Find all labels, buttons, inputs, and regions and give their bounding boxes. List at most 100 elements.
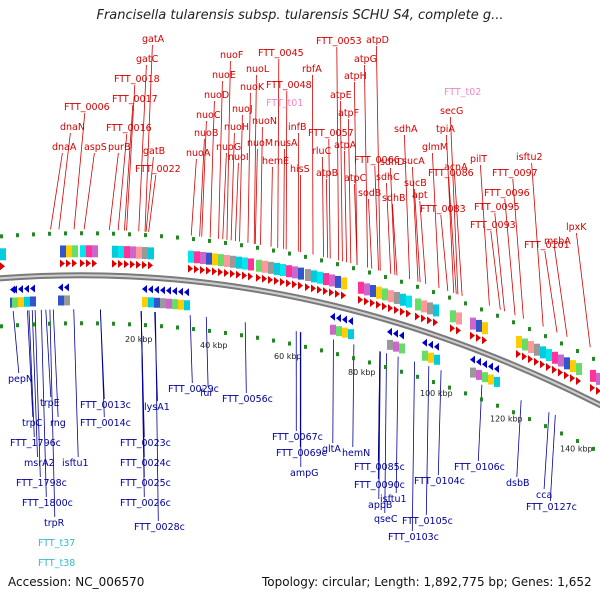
forward-feature-block xyxy=(194,251,200,264)
forward-label-leader xyxy=(218,80,223,239)
forward-gene-label: secG xyxy=(440,106,463,117)
reverse-feature-block xyxy=(160,298,166,309)
reverse-gene-label: rng xyxy=(50,418,66,429)
forward-label-leader xyxy=(322,156,324,257)
reverse-label-leader xyxy=(352,344,355,448)
forward-rna-label: FTT_t02 xyxy=(444,87,481,98)
reverse-gene-label: hemN xyxy=(342,448,370,459)
reverse-gene-label: appB xyxy=(368,500,392,511)
forward-label-leader xyxy=(531,162,544,327)
forward-label-leader xyxy=(336,46,340,261)
outer-tick-dot xyxy=(192,237,195,242)
forward-label-leader xyxy=(50,152,63,230)
reverse-gene-arrow xyxy=(24,284,29,293)
forward-label-leader xyxy=(412,166,419,282)
forward-gene-label: dnaA xyxy=(52,142,77,153)
reverse-gene-arrow xyxy=(336,314,341,323)
forward-feature-block xyxy=(546,349,552,362)
forward-gene-arrow xyxy=(242,271,247,280)
forward-feature-block xyxy=(590,369,596,382)
kbp-tick-label: 140 kbp xyxy=(560,444,593,453)
forward-gene-label: hemE xyxy=(262,156,289,167)
forward-gene-label: nuoA xyxy=(186,148,211,159)
forward-gene-label: atpG xyxy=(354,54,377,65)
forward-feature-block xyxy=(66,245,72,258)
forward-gene-label: gatB xyxy=(143,146,165,157)
reverse-gene-arrow xyxy=(12,285,17,294)
reverse-label-leader xyxy=(34,310,41,478)
kbp-tick-label: 100 kbp xyxy=(420,389,453,398)
reverse-gene-label: FTT_0024c xyxy=(120,458,171,469)
forward-gene-label: pilT xyxy=(470,154,487,165)
forward-feature-block xyxy=(256,259,262,272)
outer-tick-dot xyxy=(384,274,387,279)
forward-gene-arrow xyxy=(596,386,600,395)
outer-tick-dot xyxy=(576,349,579,354)
forward-feature-block xyxy=(206,252,212,265)
inner-tick-dot xyxy=(384,364,387,369)
inner-tick-dot xyxy=(560,431,563,436)
forward-feature-block xyxy=(274,262,280,275)
forward-gene-label: rbfA xyxy=(302,64,322,75)
reverse-label-leader xyxy=(45,309,52,398)
forward-gene-label: sucB xyxy=(404,178,427,189)
reverse-feature-block xyxy=(24,296,30,307)
reverse-feature-block xyxy=(18,297,24,308)
forward-gene-label: isftu2 xyxy=(516,152,543,163)
reverse-feature-block xyxy=(428,352,434,363)
forward-label-leader xyxy=(209,100,215,238)
reverse-feature-block xyxy=(154,297,160,308)
forward-gene-label: FTT_0022 xyxy=(135,164,181,175)
inner-tick-dot xyxy=(304,344,307,349)
forward-gene-label: FTT_0016 xyxy=(106,123,152,134)
forward-label-leader xyxy=(450,116,459,295)
forward-feature-block xyxy=(596,372,600,385)
forward-label-leader xyxy=(326,178,329,258)
reverse-label-leader xyxy=(244,322,247,394)
forward-feature-block xyxy=(248,258,254,271)
forward-gene-label: hisS xyxy=(290,164,310,175)
inner-tick-dot xyxy=(576,439,579,444)
reverse-gene-label: trpC xyxy=(22,418,43,429)
forward-label-leader xyxy=(199,138,205,237)
reverse-gene-label: lysA1 xyxy=(144,402,170,413)
forward-feature-block xyxy=(552,351,558,364)
reverse-feature-block xyxy=(422,350,428,361)
reverse-gene-label: qseC xyxy=(374,514,398,525)
reverse-gene-arrow xyxy=(387,327,392,336)
reverse-gene-label: FTT_0026c xyxy=(120,498,171,509)
reverse-label-leader xyxy=(205,316,209,388)
reverse-gene-arrow xyxy=(348,317,353,326)
reverse-feature-block xyxy=(330,324,336,335)
reverse-feature-block xyxy=(12,297,18,308)
forward-label-leader xyxy=(490,230,501,310)
forward-gene-arrow xyxy=(341,291,346,300)
reverse-label-leader xyxy=(332,339,334,444)
inner-tick-dot xyxy=(448,385,451,390)
inner-tick-dot xyxy=(144,323,147,328)
forward-label-leader xyxy=(283,148,285,249)
forward-gene-arrow xyxy=(456,326,461,335)
inner-tick-dot xyxy=(64,321,67,326)
reverse-gene-arrow xyxy=(58,283,63,292)
forward-gene-arrow xyxy=(218,268,223,277)
forward-gene-arrow xyxy=(212,267,217,276)
inner-tick-dot xyxy=(432,380,435,385)
forward-gene-label: nusA xyxy=(274,138,298,149)
inner-tick-dot xyxy=(192,327,195,332)
forward-label-leader xyxy=(376,45,381,271)
forward-gene-arrow xyxy=(230,269,235,278)
reverse-feature-block xyxy=(387,339,393,350)
forward-gene-label: nuoC xyxy=(196,110,221,121)
forward-feature-block xyxy=(80,245,86,258)
forward-feature-block xyxy=(136,246,142,259)
forward-label-leader xyxy=(404,134,411,280)
forward-gene-arrow xyxy=(188,264,193,273)
forward-gene-arrow xyxy=(66,259,71,268)
forward-feature-block xyxy=(224,254,230,267)
forward-feature-block xyxy=(470,317,476,330)
reverse-gene-label: FTT_0104c xyxy=(414,476,465,487)
outer-tick-dot xyxy=(320,258,323,263)
forward-label-leader xyxy=(374,165,379,271)
forward-feature-block xyxy=(298,267,304,280)
